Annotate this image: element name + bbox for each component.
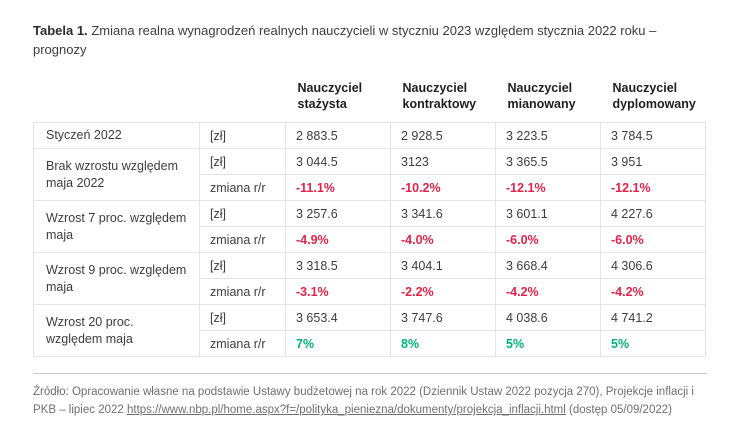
table-title: Tabela 1. Zmiana realna wynagrodzeń real… — [33, 22, 688, 60]
value-cell: 2 883.5 — [285, 122, 391, 150]
row-label: Brak wzrostu względem maja 2022 — [33, 148, 200, 202]
value-cell: 4 306.6 — [600, 252, 706, 280]
unit-label-zl: [zł] — [199, 148, 286, 176]
unit-label-yoy: zmiana r/r — [199, 278, 286, 306]
yoy-cell: -12.1% — [600, 174, 706, 202]
yoy-cell: -4.9% — [285, 226, 391, 254]
value-cell: 3 668.4 — [495, 252, 601, 280]
value-cell: 3 951 — [600, 148, 706, 176]
yoy-cell: -12.1% — [495, 174, 601, 202]
yoy-cell: 5% — [600, 330, 706, 358]
yoy-cell: -10.2% — [390, 174, 496, 202]
source-link[interactable]: https://www.nbp.pl/home.aspx?f=/polityka… — [126, 404, 566, 416]
row-label: Styczeń 2022 — [33, 122, 200, 150]
table-row: zmiana r/r 7% 8% 5% 5% — [34, 330, 706, 358]
salary-table: Nauczyciel stażysta Nauczyciel kontrakto… — [33, 74, 706, 358]
unit-label-zl: [zł] — [199, 122, 286, 150]
table-title-text: Zmiana realna wynagrodzeń realnych naucz… — [33, 23, 657, 57]
value-cell: 4 038.6 — [495, 304, 601, 332]
table-row: zmiana r/r -4.9% -4.0% -6.0% -6.0% — [34, 226, 706, 254]
source-text-before: Źródło: Opracowanie własne na podstawie … — [33, 386, 694, 416]
value-cell: 3 784.5 — [600, 122, 706, 150]
yoy-cell: -6.0% — [495, 226, 601, 254]
value-cell: 4 227.6 — [600, 200, 706, 228]
value-cell: 3 223.5 — [495, 122, 601, 150]
source-text-after: (dostęp 05/09/2022) — [565, 404, 672, 416]
value-cell: 3123 — [390, 148, 496, 176]
value-cell: 4 741.2 — [600, 304, 706, 332]
source-note: Źródło: Opracowanie własne na podstawie … — [33, 384, 707, 420]
column-header-dyplomowany: Nauczyciel dyplomowany — [612, 80, 696, 111]
column-header-stazysta: Nauczyciel stażysta — [297, 80, 363, 111]
value-cell: 3 341.6 — [390, 200, 496, 228]
footer-divider — [33, 373, 707, 375]
column-header-mianowany: Nauczyciel mianowany — [507, 80, 576, 111]
yoy-cell: -4.2% — [495, 278, 601, 306]
column-header-kontraktowy: Nauczyciel kontraktowy — [402, 80, 477, 111]
value-cell: 3 747.6 — [390, 304, 496, 332]
unit-label-yoy: zmiana r/r — [199, 330, 286, 358]
value-cell: 3 365.5 — [495, 148, 601, 176]
value-cell: 2 928.5 — [390, 122, 496, 150]
unit-label-zl: [zł] — [199, 200, 286, 228]
yoy-cell: 7% — [285, 330, 391, 358]
table-row: Wzrost 9 proc. względem maja [zł] 3 318.… — [33, 252, 706, 306]
row-label: Wzrost 9 proc. względem maja — [33, 252, 200, 306]
table-row: zmiana r/r -11.1% -10.2% -12.1% -12.1% — [34, 174, 706, 202]
value-cell: 3 257.6 — [285, 200, 391, 228]
yoy-cell: 8% — [390, 330, 496, 358]
table-row: Styczeń 2022 [zł] 2 883.5 2 928.5 3 223.… — [33, 122, 706, 150]
table-row: Wzrost 7 proc. względem maja [zł] 3 257.… — [33, 200, 706, 254]
header-spacer — [200, 74, 286, 123]
value-cell: 3 318.5 — [285, 252, 391, 280]
yoy-cell: -3.1% — [285, 278, 391, 306]
yoy-cell: -6.0% — [600, 226, 706, 254]
table-row: Brak wzrostu względem maja 2022 [zł] 3 0… — [33, 148, 706, 202]
unit-label-yoy: zmiana r/r — [199, 174, 286, 202]
row-label: Wzrost 20 proc. względem maja — [33, 304, 200, 358]
value-cell: 3 653.4 — [285, 304, 391, 332]
unit-label-zl: [zł] — [199, 252, 286, 280]
unit-label-yoy: zmiana r/r — [199, 226, 286, 254]
unit-label-zl: [zł] — [199, 304, 286, 332]
yoy-cell: -4.2% — [600, 278, 706, 306]
table-title-prefix: Tabela 1. — [33, 23, 88, 38]
yoy-cell: -4.0% — [390, 226, 496, 254]
yoy-cell: -2.2% — [390, 278, 496, 306]
value-cell: 3 044.5 — [285, 148, 391, 176]
row-label: Wzrost 7 proc. względem maja — [33, 200, 200, 254]
header-spacer — [34, 74, 200, 123]
table-row: Wzrost 20 proc. względem maja [zł] 3 653… — [33, 304, 706, 358]
header-row: Nauczyciel stażysta Nauczyciel kontrakto… — [34, 74, 706, 123]
yoy-cell: 5% — [495, 330, 601, 358]
yoy-cell: -11.1% — [285, 174, 391, 202]
value-cell: 3 404.1 — [390, 252, 496, 280]
value-cell: 3 601.1 — [495, 200, 601, 228]
table-row: zmiana r/r -3.1% -2.2% -4.2% -4.2% — [34, 278, 706, 306]
